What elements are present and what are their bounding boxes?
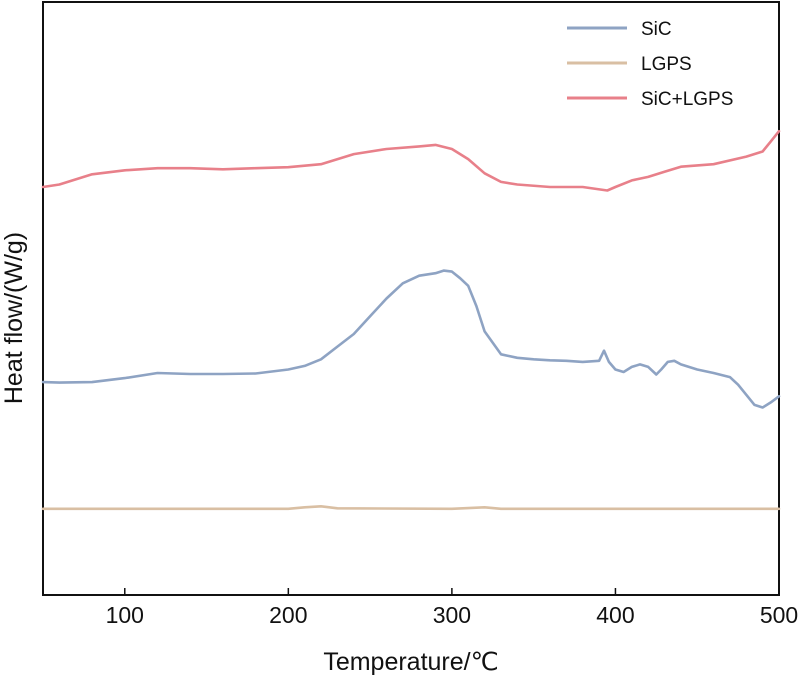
series-line-lgps xyxy=(41,504,781,511)
series-layer xyxy=(41,129,781,511)
plot-frame xyxy=(42,1,780,596)
legend-label-sic: SiC xyxy=(641,19,672,40)
x-tick-label-100: 100 xyxy=(106,602,144,628)
x-tick-label-400: 400 xyxy=(596,602,634,628)
x-tick-label-500: 500 xyxy=(760,602,798,628)
legend: SiC LGPS SiC+LGPS xyxy=(567,19,733,110)
x-tick-label-200: 200 xyxy=(269,602,307,628)
x-axis-tick-labels: 100 200 300 400 500 xyxy=(106,602,799,628)
x-axis-ticks xyxy=(124,588,780,595)
series-line-sic xyxy=(41,269,781,409)
x-axis-title: Temperature/℃ xyxy=(323,648,498,676)
y-axis-title: Heat flow/(W/g) xyxy=(0,232,28,404)
series-line-sic-lgps xyxy=(41,129,781,192)
legend-label-lgps: LGPS xyxy=(641,54,692,75)
x-tick-label-300: 300 xyxy=(433,602,471,628)
legend-label-sic-lgps: SiC+LGPS xyxy=(641,89,733,110)
